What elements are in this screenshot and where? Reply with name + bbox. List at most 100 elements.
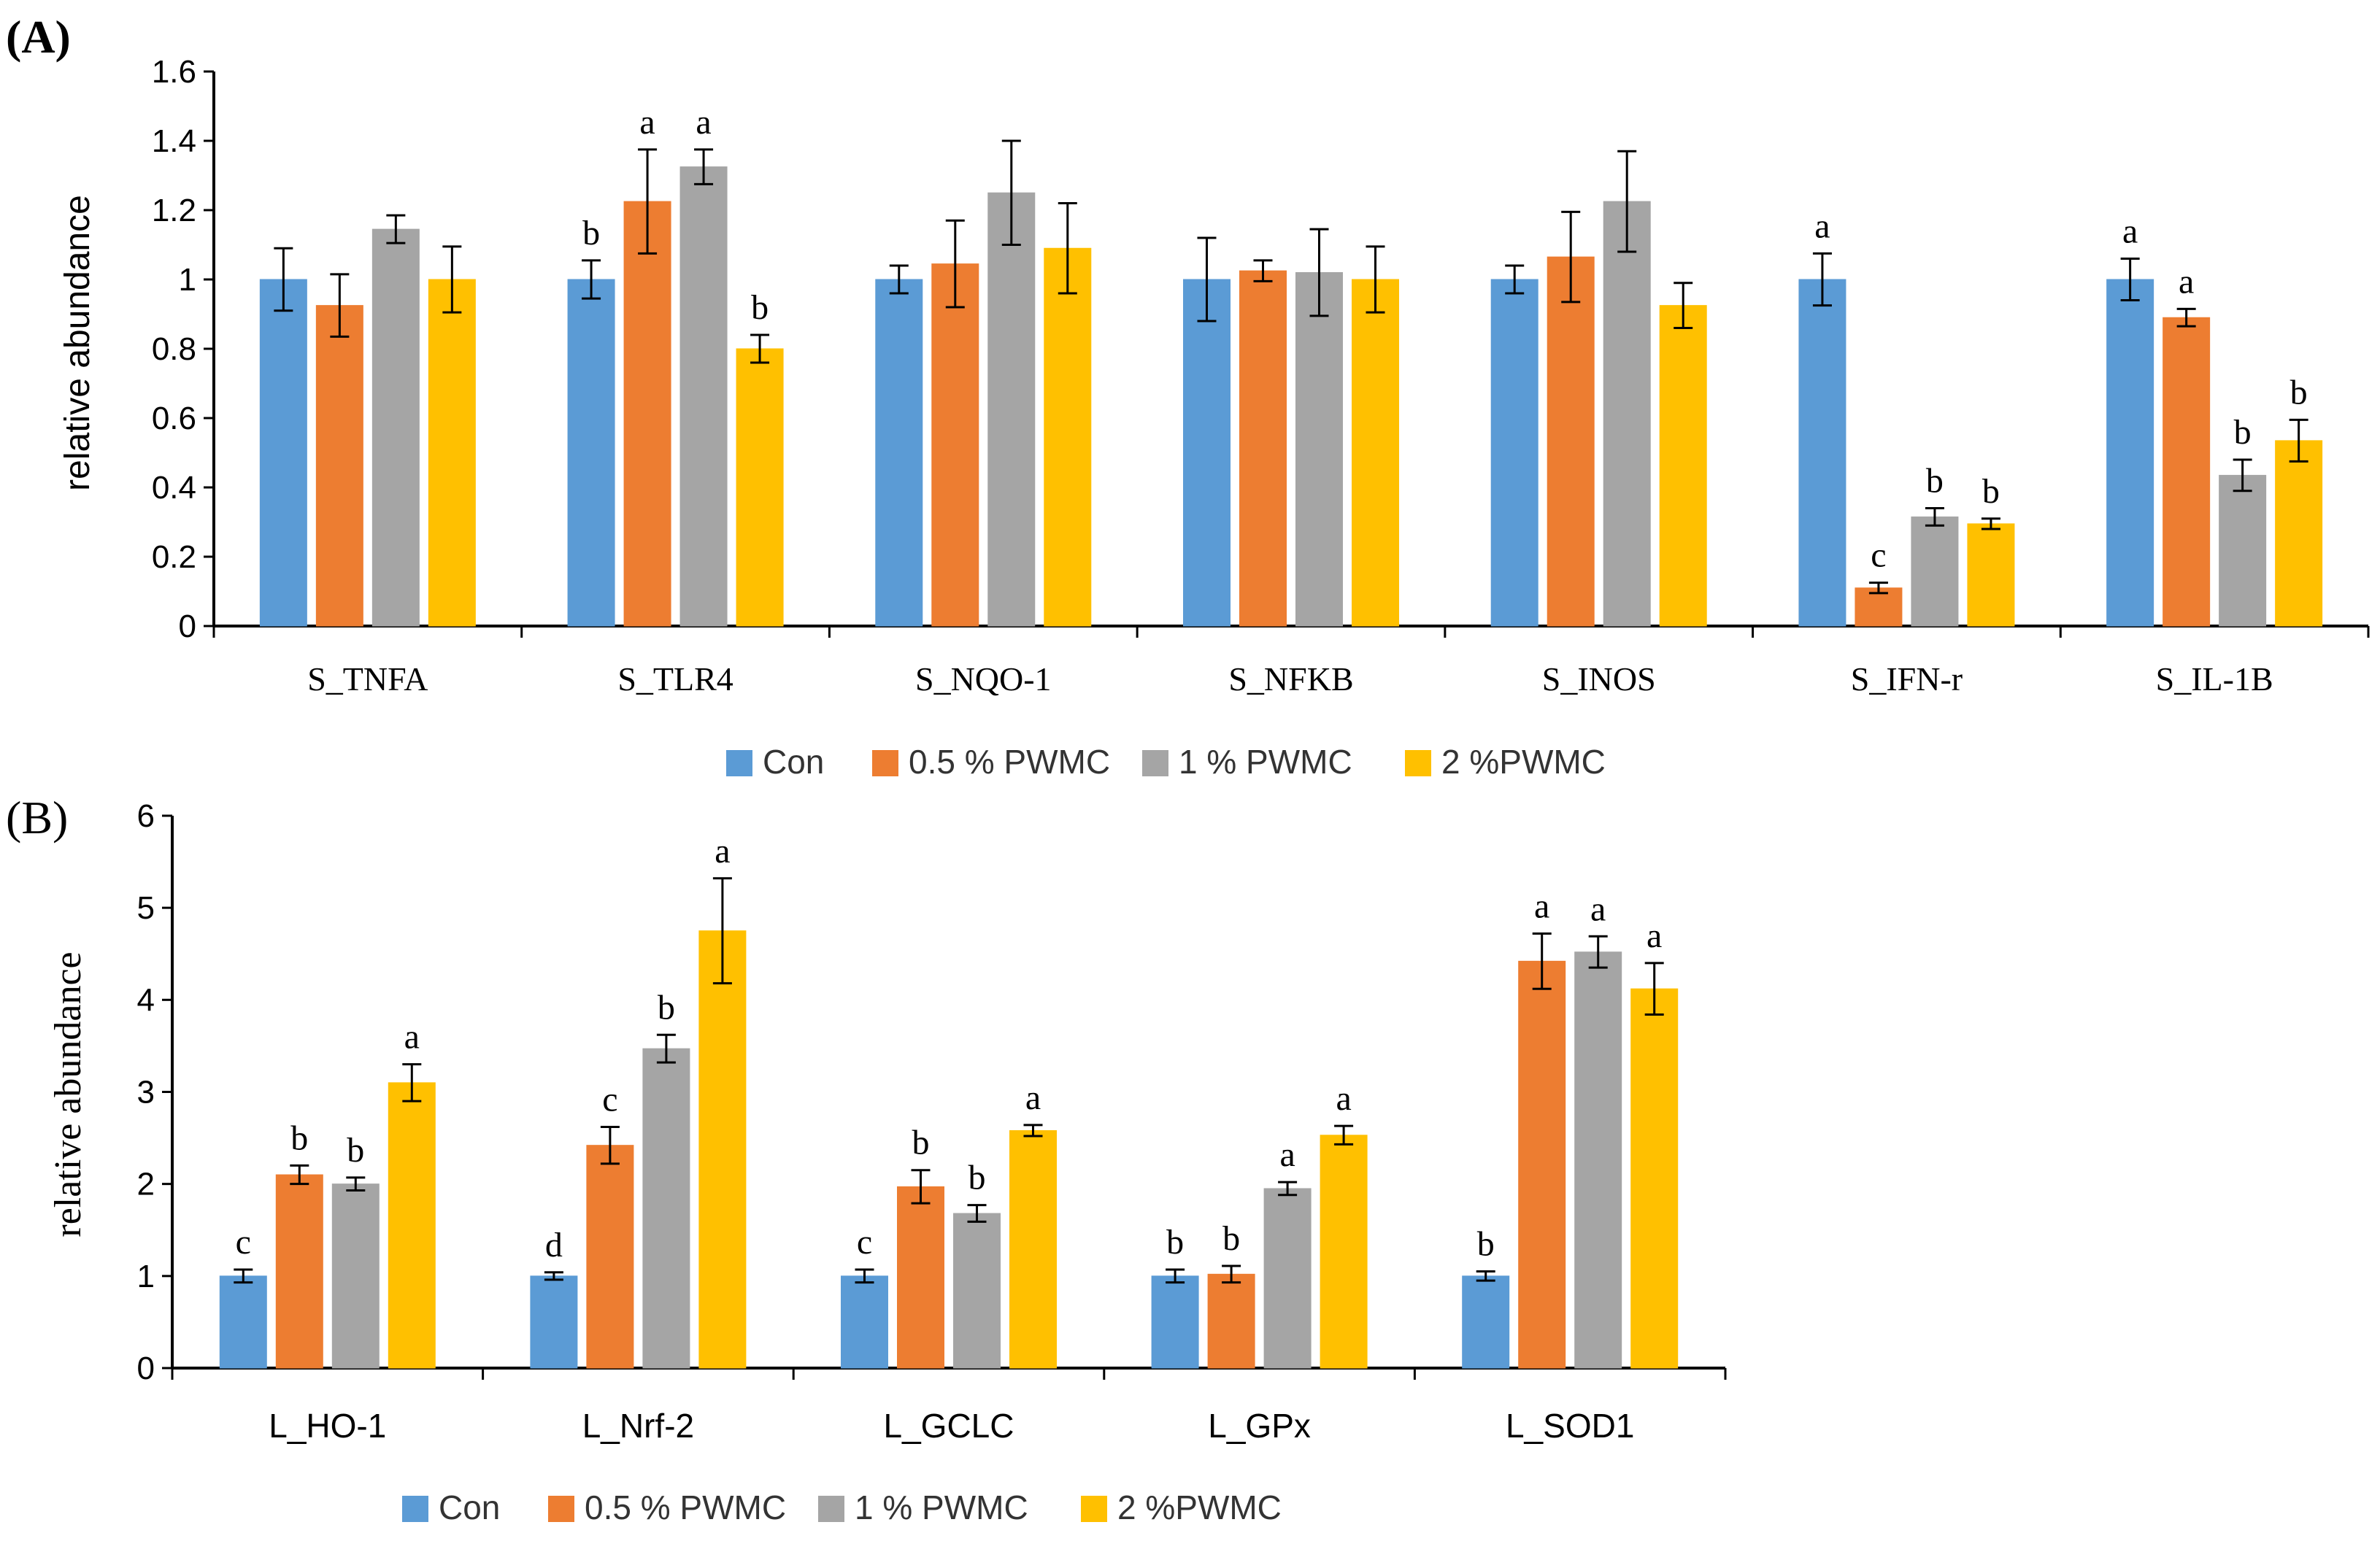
bar-1-pwmc <box>987 192 1036 627</box>
y-tick-label: 2 <box>137 1167 155 1202</box>
y-tick-label: 0.2 <box>152 539 196 575</box>
y-tick-label: 1 <box>179 262 196 298</box>
legend-swatch <box>872 750 898 776</box>
significance-label: a <box>404 1018 420 1057</box>
x-tick-label: S_TLR4 <box>617 660 733 698</box>
legend-label: 2 %PWMC <box>1117 1488 1282 1526</box>
legend-swatch <box>402 1496 428 1522</box>
bar-2-pwmc <box>388 1082 436 1369</box>
significance-label: a <box>2179 262 2194 301</box>
bar-0-5-pwmc <box>2163 317 2211 627</box>
bar-2-pwmc <box>1630 988 1679 1369</box>
legend-label: Con <box>763 743 824 781</box>
significance-label: a <box>1025 1078 1041 1117</box>
bar-con <box>1490 279 1538 627</box>
bar-1-pwmc <box>1574 951 1622 1369</box>
significance-label: b <box>1222 1219 1240 1258</box>
x-tick-label: S_INOS <box>1542 660 1656 698</box>
x-tick-label: L_GPx <box>1208 1407 1311 1445</box>
bar-2-pwmc <box>1659 305 1707 627</box>
significance-label: a <box>2122 212 2138 251</box>
x-tick-label: S_IFN-r <box>1851 660 1963 698</box>
bar-con <box>841 1275 888 1369</box>
y-tick-label: 0 <box>179 609 196 644</box>
y-tick-label: 0.6 <box>152 401 196 436</box>
x-tick-label: S_NQO-1 <box>915 660 1052 698</box>
bar-1-pwmc <box>1263 1188 1312 1369</box>
bar-con <box>1798 279 1846 627</box>
bar-1-pwmc <box>953 1213 1001 1369</box>
bar-2-pwmc <box>1967 523 2015 627</box>
legend-swatch <box>1081 1496 1107 1522</box>
legend-label: 1 % PWMC <box>1179 743 1352 781</box>
legend-swatch <box>1142 750 1168 776</box>
bar-1-pwmc <box>1911 516 1959 627</box>
bar-0-5-pwmc <box>931 263 979 627</box>
y-tick-label: 3 <box>137 1075 155 1111</box>
bar-1-pwmc <box>371 228 420 627</box>
legend-swatch <box>1405 750 1431 776</box>
bar-0-5-pwmc <box>315 305 363 627</box>
legend-label: 0.5 % PWMC <box>585 1488 786 1526</box>
bar-0-5-pwmc <box>1547 256 1595 627</box>
significance-label: b <box>751 288 769 327</box>
bar-1-pwmc <box>679 166 728 627</box>
bar-0-5-pwmc <box>623 201 671 627</box>
bar-con <box>1462 1275 1510 1369</box>
significance-label: a <box>715 832 730 870</box>
legend-label: 2 %PWMC <box>1441 743 1606 781</box>
bar-2-pwmc <box>1009 1129 1057 1369</box>
significance-label: b <box>912 1124 930 1162</box>
bar-2-pwmc <box>1320 1135 1368 1369</box>
significance-label: a <box>639 103 655 142</box>
y-tick-label: 4 <box>137 982 155 1018</box>
significance-label: a <box>1814 206 1830 245</box>
significance-label: b <box>1477 1225 1495 1264</box>
bar-1-pwmc <box>1603 201 1651 627</box>
significance-label: b <box>658 988 675 1027</box>
legend-label: 1 % PWMC <box>855 1488 1028 1526</box>
significance-label: a <box>1647 916 1662 955</box>
y-tick-label: 1.6 <box>152 54 196 90</box>
significance-label: b <box>347 1131 364 1170</box>
significance-label: c <box>857 1223 872 1262</box>
significance-label: a <box>1590 889 1606 928</box>
panel-b-label: (B) <box>6 792 68 843</box>
y-tick-label: 0.8 <box>152 331 196 367</box>
significance-label: b <box>1166 1223 1184 1262</box>
bar-0-5-pwmc <box>897 1186 944 1369</box>
bar-2-pwmc <box>698 930 747 1369</box>
panel-b-y-axis-label: relative abundance <box>47 951 89 1237</box>
bar-con <box>1183 279 1231 627</box>
bar-1-pwmc <box>642 1048 690 1369</box>
y-tick-label: 6 <box>137 798 155 834</box>
x-tick-label: L_SOD1 <box>1506 1407 1634 1445</box>
bar-con <box>567 279 615 627</box>
significance-label: a <box>696 103 711 142</box>
bar-con <box>259 279 307 627</box>
significance-label: a <box>1534 887 1549 925</box>
panel-a: (A) relative abundance 0 0.2 0.4 0.6 0.8 1 1.2… <box>6 11 2370 781</box>
x-tick-label: S_IL-1B <box>2156 660 2273 698</box>
bar-2-pwmc <box>736 348 784 627</box>
bar-0-5-pwmc <box>1207 1273 1255 1369</box>
x-tick-label: S_TNFA <box>307 660 428 698</box>
bar-0-5-pwmc <box>275 1174 323 1369</box>
bar-con <box>530 1275 578 1369</box>
x-tick-label: L_HO-1 <box>269 1407 386 1445</box>
x-tick-label: L_Nrf-2 <box>582 1407 694 1445</box>
y-tick-label: 1 <box>137 1259 155 1294</box>
bar-2-pwmc <box>1044 247 1092 627</box>
bar-con <box>875 279 923 627</box>
legend-label: Con <box>439 1488 500 1526</box>
bar-con <box>2106 279 2154 627</box>
bar-con <box>219 1275 267 1369</box>
bar-1-pwmc <box>331 1183 380 1369</box>
bar-1-pwmc <box>1295 272 1343 627</box>
significance-label: a <box>1279 1135 1295 1174</box>
bar-con <box>1151 1275 1199 1369</box>
bar-1-pwmc <box>2219 474 2267 627</box>
significance-label: c <box>602 1080 617 1119</box>
significance-label: b <box>2234 413 2252 452</box>
